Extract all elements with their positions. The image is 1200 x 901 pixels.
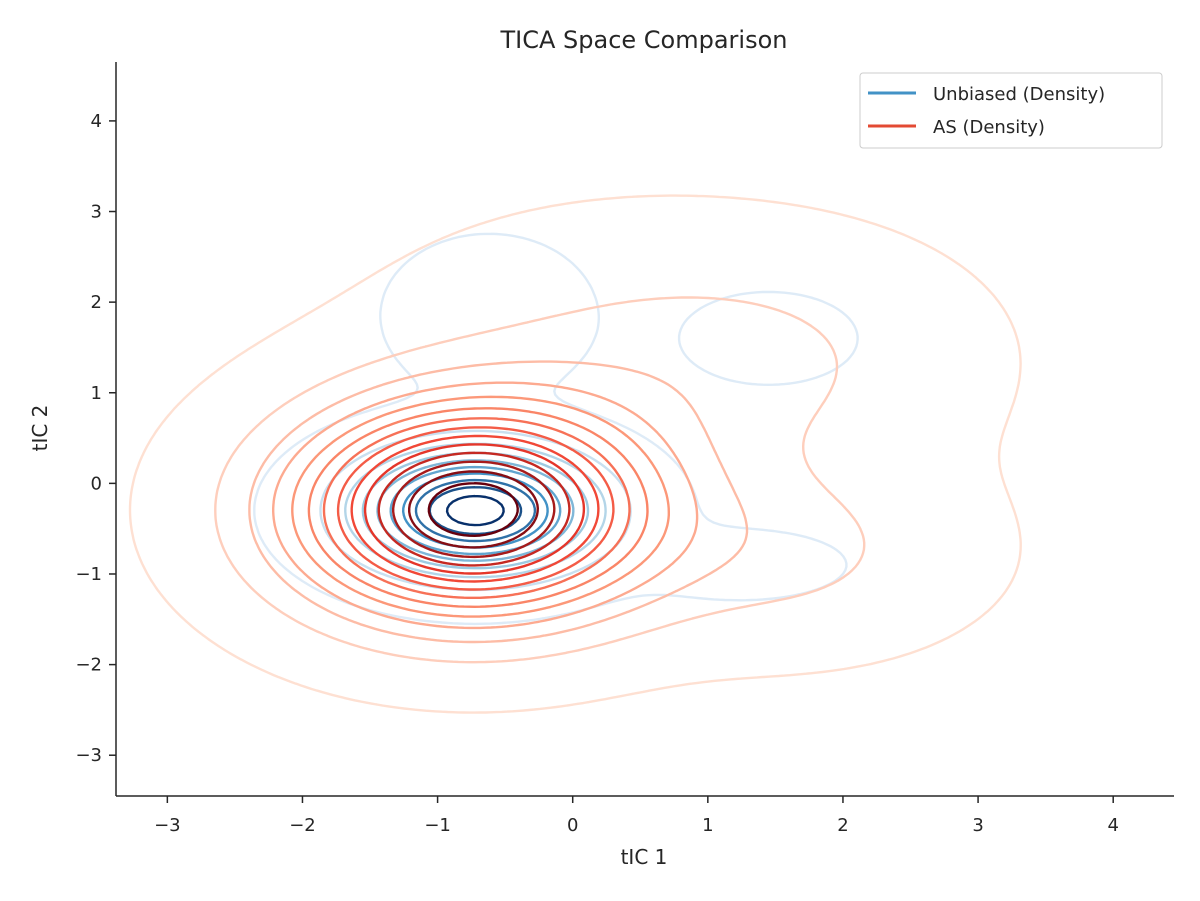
y-tick-label: −3: [75, 745, 102, 766]
legend-box: [859, 72, 1163, 149]
as-density-contour-level: [214, 296, 866, 664]
x-tick-label: 2: [837, 815, 848, 836]
x-tick-label: 0: [567, 815, 578, 836]
axes: [115, 62, 1174, 797]
as-density-contour-level: [307, 407, 649, 608]
as-density-contour-level: [248, 360, 749, 644]
x-tick-label: −3: [154, 815, 181, 836]
y-tick-label: −2: [75, 655, 102, 676]
legend-label-unbiased: Unbiased (Density): [933, 84, 1105, 105]
x-tick-label: 1: [702, 815, 713, 836]
as-density-contour-level: [350, 434, 600, 583]
contour-layer: [128, 194, 1022, 714]
unbiased-density-contour-level: [414, 478, 537, 543]
as-density-contour-level: [322, 417, 631, 599]
legend-label-as: AS (Density): [933, 117, 1045, 138]
as-density-contour-level: [392, 460, 556, 559]
y-axis-label: tIC 2: [28, 405, 52, 452]
as-density-contour-level: [272, 381, 699, 630]
x-tick-label: −1: [424, 815, 451, 836]
y-tick-label: 4: [91, 111, 102, 132]
x-tick-label: −2: [289, 815, 316, 836]
y-tick-label: −1: [75, 564, 102, 585]
y-tick-label: 3: [91, 202, 102, 223]
as-density-contour-level: [408, 470, 539, 549]
unbiased-density-contour-level: [445, 494, 505, 527]
x-tick-label: 3: [972, 815, 983, 836]
as-density-contour-level: [336, 426, 615, 591]
x-axis-label: tIC 1: [621, 845, 668, 869]
as-density-contour-level: [363, 443, 586, 575]
legend: Unbiased (Density) AS (Density): [859, 72, 1163, 149]
as-density-contour-level: [291, 395, 670, 618]
y-tick-label: 1: [91, 383, 102, 404]
y-tick-label: 0: [91, 473, 102, 494]
as-density-contour-level: [427, 482, 519, 537]
as-density-contour-level: [128, 194, 1022, 714]
unbiased-density-contour-level: [253, 232, 859, 626]
as-density-contour-level: [377, 451, 571, 567]
y-tick-label: 2: [91, 292, 102, 313]
x-ticks: −3 −2 −1 0 1 2 3 4: [154, 796, 1119, 836]
chart-title: TICA Space Comparison: [499, 26, 787, 54]
x-tick-label: 4: [1107, 815, 1118, 836]
y-ticks: −3 −2 −1 0 1 2 3 4: [75, 111, 116, 766]
